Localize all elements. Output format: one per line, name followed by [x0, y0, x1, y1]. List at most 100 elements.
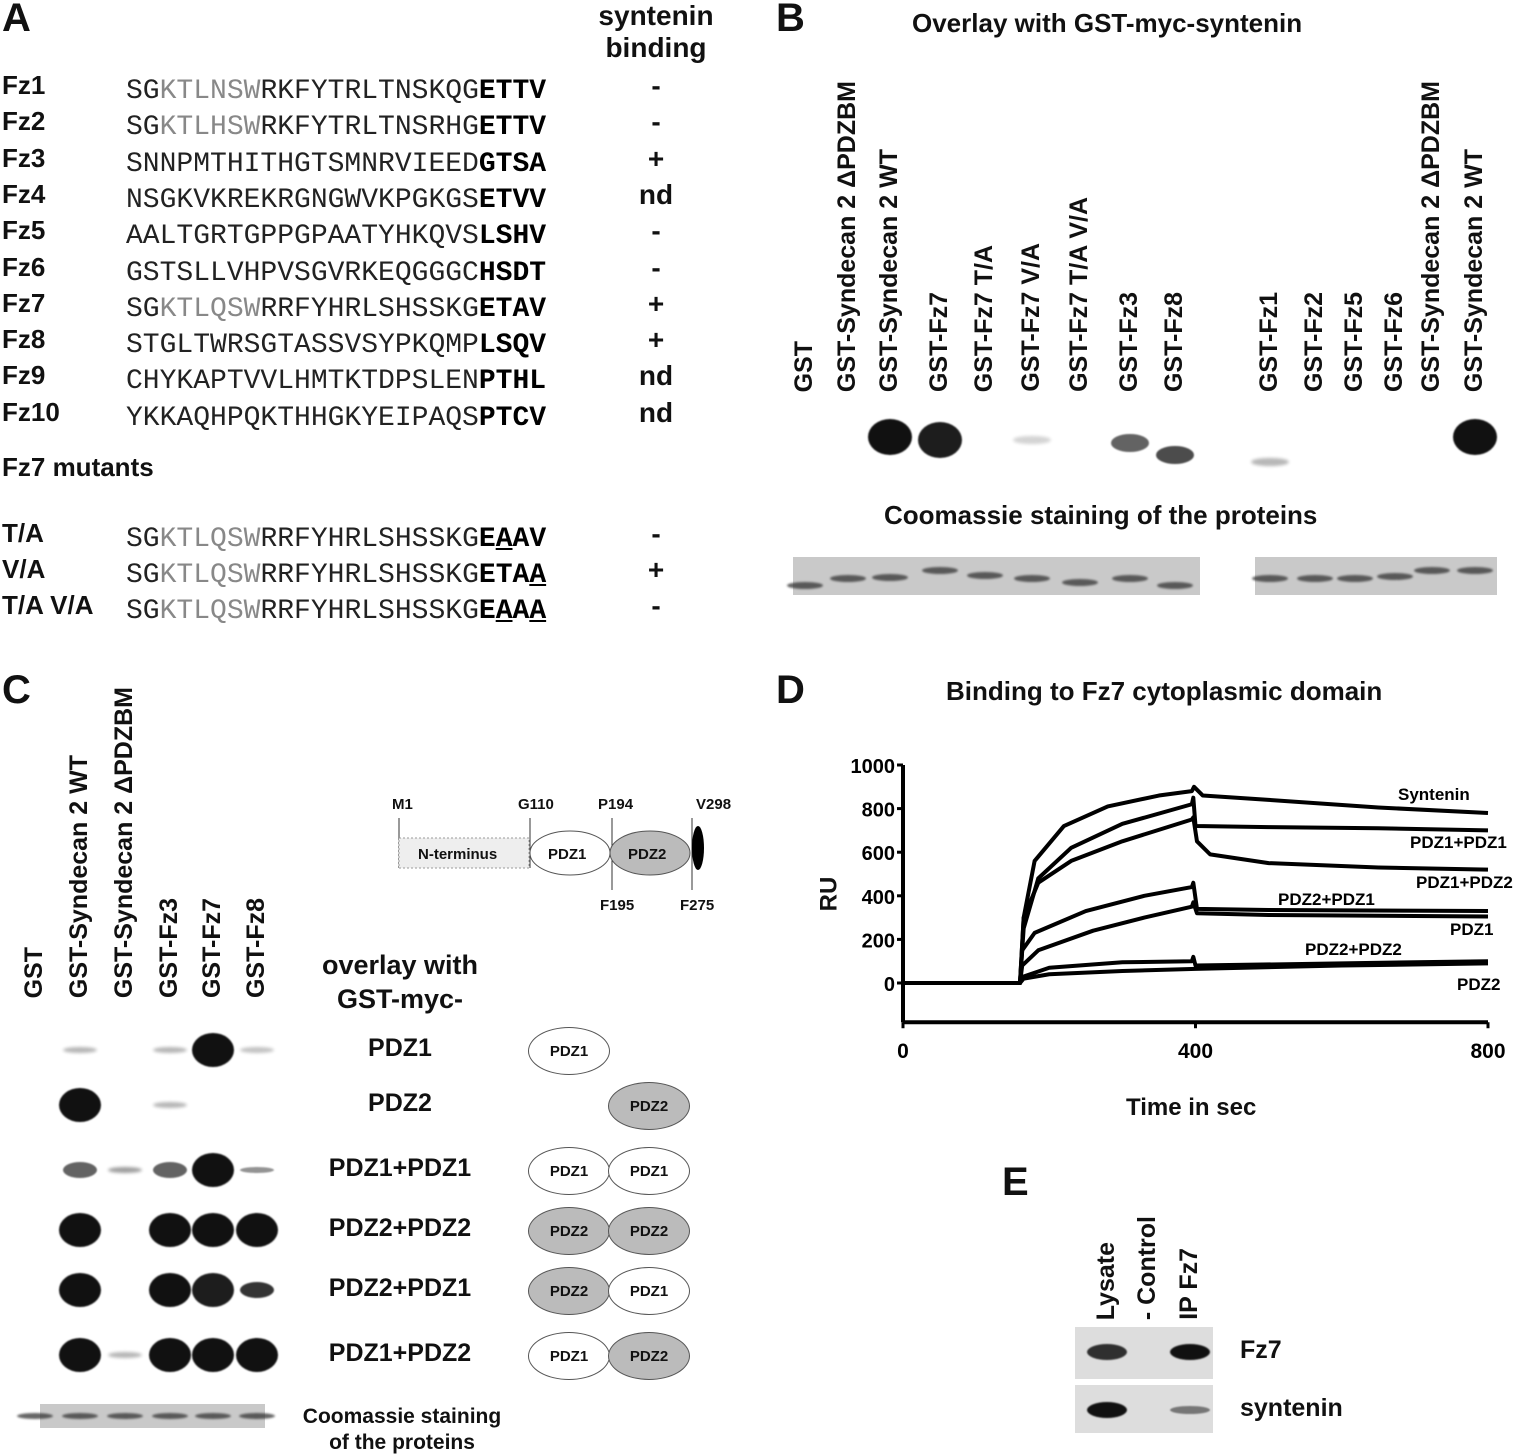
- coomassie-band: [872, 574, 908, 581]
- seq-pre: SG: [126, 560, 160, 591]
- y-tick-label: 1000: [851, 756, 896, 778]
- overlay-title: overlay with GST-myc-: [300, 948, 500, 1016]
- coomassie-band: [1062, 579, 1098, 586]
- coomassie-line2: of the proteins: [329, 1431, 475, 1454]
- binding-result: -: [651, 518, 661, 549]
- y-tick-label: 400: [862, 887, 895, 909]
- lane-label: - Control: [1133, 1215, 1161, 1320]
- overlay-band: [1013, 436, 1051, 444]
- overlay-row-label: PDZ1+PDZ1: [328, 1154, 472, 1182]
- overlay-band: [1251, 458, 1289, 466]
- fz-name: Fz10: [2, 396, 60, 427]
- overlay-band: [240, 1167, 274, 1173]
- seq-grey: KTLQSW: [159, 560, 261, 591]
- panel-b-coomassie-title: Coomassie staining of the proteins: [884, 500, 1318, 530]
- series-label: PDZ1+PDZ2: [1416, 873, 1513, 892]
- fz-name: Fz7: [2, 287, 46, 318]
- overlay-band: [59, 1088, 101, 1122]
- coomassie-band: [62, 1413, 98, 1419]
- lane-label: Lysate: [1092, 1241, 1120, 1320]
- overlay-band: [108, 1167, 142, 1173]
- domain-pdz2: PDZ2: [528, 1267, 610, 1315]
- blot-band: [1087, 1344, 1127, 1360]
- coomassie-band: [1414, 567, 1450, 574]
- panel-c-coomassie: Coomassie staining of the proteins: [282, 1404, 522, 1456]
- lane-label: GST-Fz7 V/A: [1017, 243, 1045, 392]
- seq-mid: RRFYHRLSHSSKG: [260, 560, 479, 591]
- lane-label: GST-Syndecan 2 WT: [875, 148, 903, 392]
- panel-a-label: A: [2, 0, 31, 40]
- coomassie-band: [152, 1413, 188, 1419]
- fz-name: Fz9: [2, 360, 46, 391]
- seq-mid: NSGKVKREKRGNGWVKPGKGS: [126, 184, 479, 216]
- domain-pdz2: PDZ2: [608, 1207, 690, 1255]
- seq-pre: SG: [126, 112, 160, 144]
- blot-row-label: syntenin: [1240, 1394, 1343, 1422]
- overlay-band: [236, 1338, 278, 1372]
- series-label: PDZ2+PDZ1: [1278, 890, 1375, 909]
- fz-name: Fz8: [2, 324, 46, 355]
- overlay-row-label: PDZ2+PDZ1: [328, 1274, 472, 1302]
- overlay-band: [149, 1213, 191, 1247]
- marker-m1: M1: [392, 796, 413, 813]
- y-tick-label: 800: [862, 800, 895, 822]
- sequence: SGKTLHSWRKFYTRLTNSRHGETTV: [126, 112, 546, 143]
- seq-pre: SG: [126, 293, 160, 325]
- coomassie-line1: Coomassie staining: [302, 1405, 502, 1428]
- sequence: STGLTWRSGTASSVSYPKQMPLSQV: [126, 330, 546, 361]
- fz-name: T/A V/A: [2, 590, 94, 620]
- seq-mid: RRFYHRLSHSSKG: [260, 596, 479, 627]
- overlay-band: [149, 1338, 191, 1372]
- fz-name: V/A: [2, 554, 46, 584]
- series-label: Syntenin: [1398, 785, 1470, 804]
- domain-pdz2: PDZ2: [608, 1332, 690, 1380]
- overlay-band: [1156, 446, 1194, 464]
- fz-name: Fz2: [2, 106, 46, 137]
- panel-b-title: Overlay with GST-myc-syntenin: [912, 8, 1303, 38]
- series-line-pdz1-pdz2: [903, 815, 1489, 985]
- marker-g110: G110: [518, 796, 554, 813]
- binding-header-line1: syntenin: [598, 0, 714, 31]
- sequence: SGKTLNSWRKFYTRLTNSKQGETTV: [126, 76, 546, 107]
- overlay-band: [192, 1153, 234, 1187]
- lane-label: GST-Fz8: [1160, 291, 1188, 392]
- binding-result: +: [647, 554, 665, 585]
- seq-mid: RRFYHRLSHSSKG: [260, 524, 479, 555]
- seq-mid: RKFYTRLTNSRHG: [260, 112, 479, 144]
- series-label: PDZ1: [1450, 920, 1493, 939]
- coomassie-band: [830, 575, 866, 582]
- panel-e-label: E: [1002, 1160, 1029, 1204]
- marker-f275: F275: [680, 897, 715, 914]
- coomassie-strip-2: [1255, 557, 1497, 595]
- seq-mid: RKFYTRLTNSKQG: [260, 76, 479, 107]
- coomassie-band: [1252, 575, 1288, 582]
- seq-pdz-motif: EAAV: [478, 524, 547, 555]
- overlay-band: [59, 1273, 101, 1307]
- coomassie-band: [1377, 573, 1413, 580]
- marker-v298: V298: [696, 796, 732, 813]
- seq-mid: CHYKAPTVVLHMTKTDPSLEN: [126, 366, 479, 398]
- fz-name: Fz3: [2, 142, 46, 173]
- chart-title: Binding to Fz7 cytoplasmic domain: [946, 676, 1383, 706]
- lane-label: GST-Fz7 T/A V/A: [1065, 197, 1093, 392]
- overlay-row-label: PDZ1+PDZ2: [328, 1339, 472, 1367]
- y-tick-label: 0: [884, 974, 895, 996]
- binding-result: nd: [638, 360, 674, 392]
- panel-d-label: D: [776, 668, 805, 712]
- domain-pdz1: PDZ1: [528, 1147, 610, 1195]
- seq-grey: KTLHSW: [159, 112, 261, 144]
- seq-grey: KTLNSW: [159, 76, 261, 107]
- lane-label: GST: [790, 340, 818, 392]
- overlay-row-label: PDZ1: [368, 1034, 432, 1062]
- binding-result: +: [647, 324, 665, 356]
- blot-band: [1170, 1406, 1210, 1414]
- marker-f195: F195: [600, 897, 635, 914]
- seq-mid: AALTGRTGPPGPAATYHKQVS: [126, 221, 479, 253]
- fz-name: Fz4: [2, 178, 46, 209]
- overlay-band: [149, 1273, 191, 1307]
- lane-label: GST-Syndecan 2 WT: [1460, 148, 1488, 392]
- series-line-pdz2-pdz1: [903, 880, 1489, 985]
- lane-label: GST-Fz5: [1340, 291, 1368, 392]
- binding-result: -: [651, 215, 661, 247]
